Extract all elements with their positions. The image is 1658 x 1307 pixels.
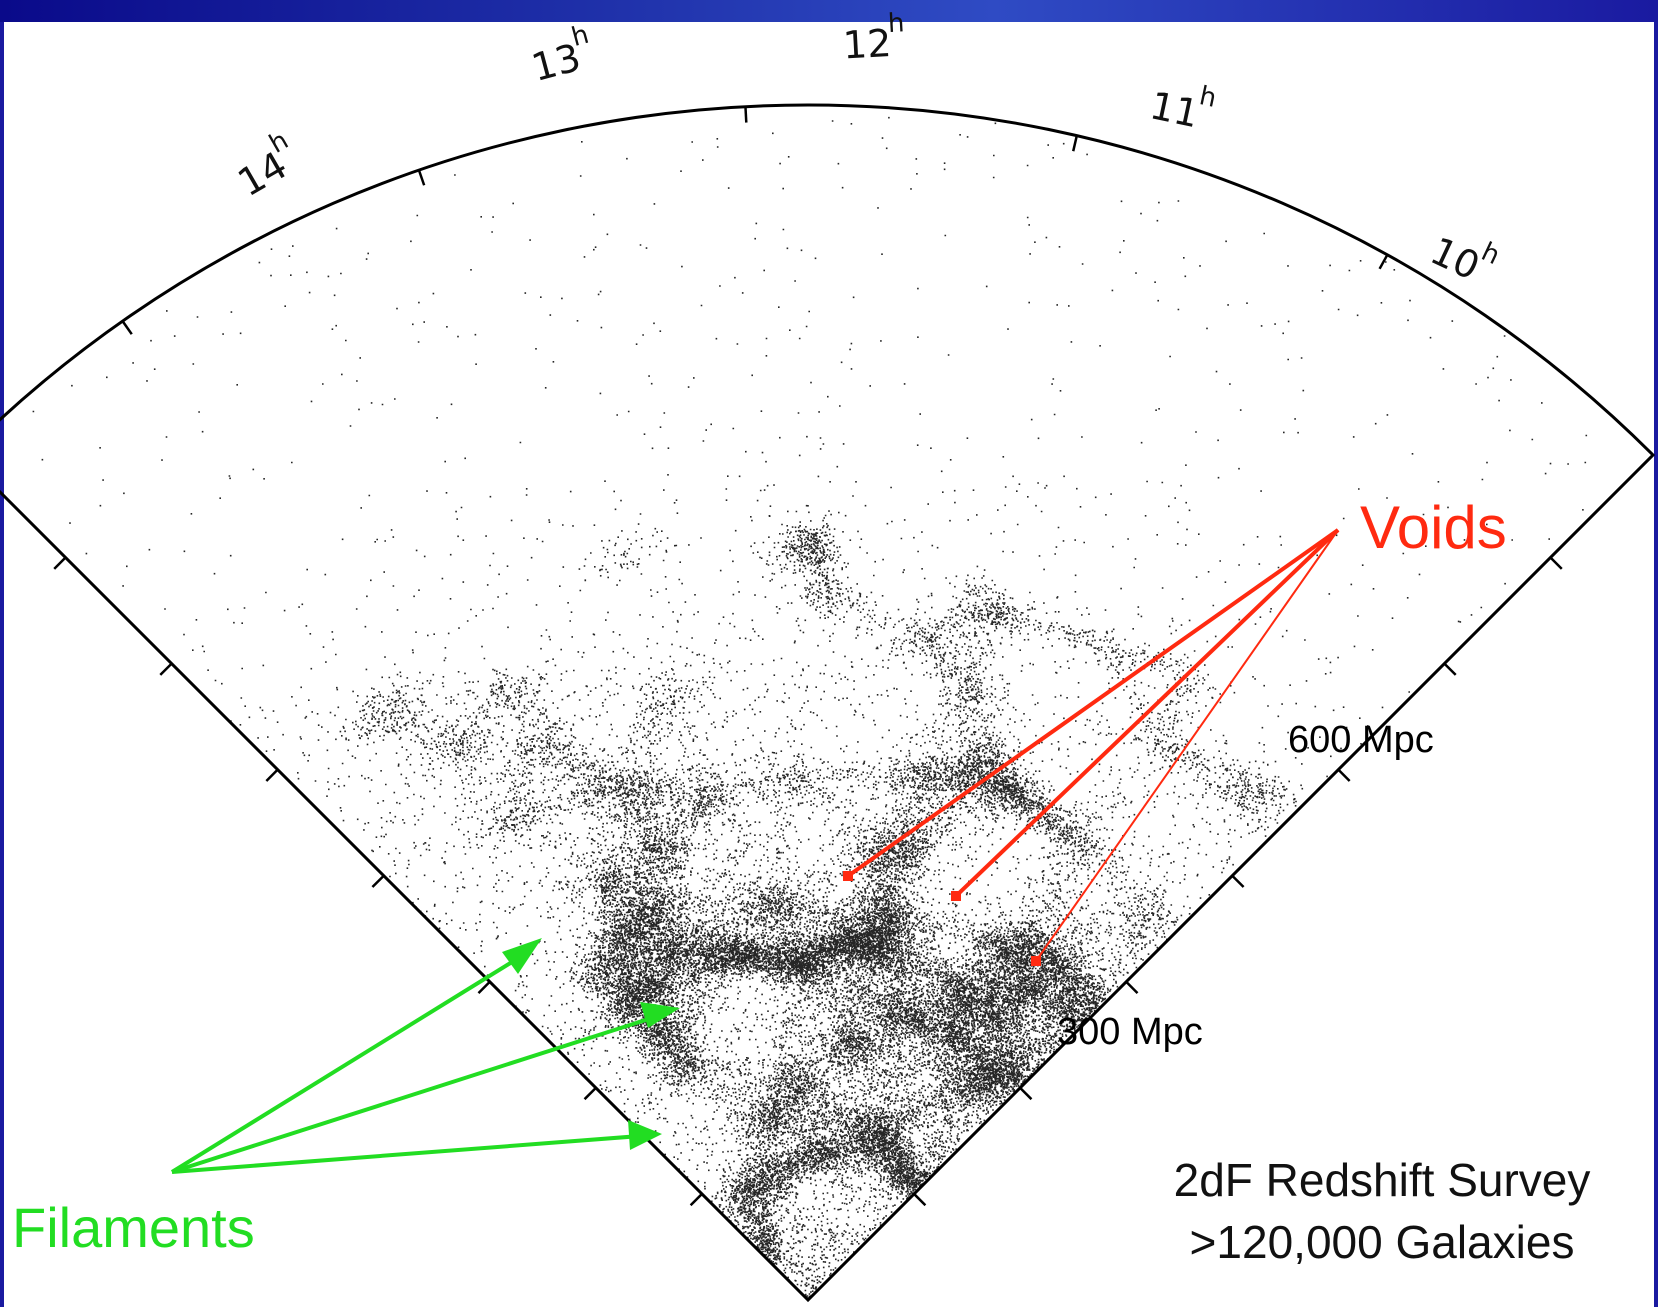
filament-pointer-line	[170, 952, 527, 1174]
left-edge-tick	[371, 874, 385, 888]
voids-pointer-line	[1035, 529, 1339, 962]
filaments-label: Filaments	[12, 1196, 255, 1259]
right-edge-tick	[1019, 1086, 1033, 1101]
hour-number: 12	[842, 21, 893, 67]
left-edge-tick	[159, 662, 173, 676]
filament-pointer-line	[171, 1014, 659, 1174]
arc-tick	[1071, 135, 1079, 152]
filament-arrowhead	[502, 938, 542, 974]
hour-label-14h: 14 h	[231, 125, 295, 205]
right-edge-tick	[1337, 768, 1351, 782]
left-edge-tick	[53, 556, 67, 570]
left-edge-tick	[689, 1193, 703, 1207]
left-edge-tick	[265, 768, 279, 782]
hour-label-13h: 13 h	[527, 20, 592, 90]
arc-tick	[1640, 454, 1654, 468]
filament-arrowhead	[628, 1120, 662, 1150]
galaxy-points	[31, 116, 1588, 1300]
galaxy-distribution	[31, 116, 1588, 1300]
slide-left-border	[0, 22, 4, 1307]
arc-tick	[1378, 254, 1389, 270]
left-edge-tick	[477, 980, 491, 994]
slide-right-border	[1654, 22, 1658, 1307]
left-edge-tick	[583, 1086, 597, 1101]
right-edge-tick	[1231, 874, 1245, 888]
right-edge-tick	[913, 1193, 927, 1207]
voids-pointer-line	[846, 528, 1340, 878]
distance-label-600: 600 Mpc	[1288, 719, 1434, 761]
filament-arrowhead	[640, 1002, 680, 1028]
right-edge-tick	[1125, 980, 1139, 994]
filaments-annotation: Filaments	[12, 938, 680, 1259]
slide-top-bar	[0, 0, 1658, 22]
voids-label: Voids	[1360, 494, 1507, 561]
hour-number: 11	[1146, 83, 1202, 136]
arc-tick	[121, 320, 133, 335]
wedge-ticks	[53, 106, 1654, 1207]
void-marker	[843, 871, 853, 881]
survey-title: 2dF Redshift Survey	[1174, 1154, 1591, 1206]
hour-label-12h: 12 h	[842, 8, 905, 67]
right-edge-tick	[1443, 662, 1457, 676]
voids-pointer-line	[954, 528, 1340, 898]
distance-label-300: 300 Mpc	[1057, 1011, 1203, 1053]
void-marker	[1031, 956, 1041, 966]
filament-pointer-line	[171, 1134, 641, 1174]
hour-label-11h: 11 h	[1146, 81, 1219, 136]
arc-tick	[417, 169, 426, 186]
voids-annotation: Voids	[843, 494, 1507, 966]
hour-unit: h	[1477, 237, 1505, 271]
hour-unit: h	[1197, 81, 1219, 114]
survey-wedge-outline	[0, 103, 1656, 1303]
right-edge-tick	[1549, 556, 1563, 570]
hour-unit: h	[887, 8, 905, 39]
survey-galaxy-count: >120,000 Galaxies	[1190, 1216, 1575, 1268]
void-marker	[951, 891, 961, 901]
arc-tick	[744, 106, 748, 123]
hour-unit: h	[568, 20, 592, 53]
